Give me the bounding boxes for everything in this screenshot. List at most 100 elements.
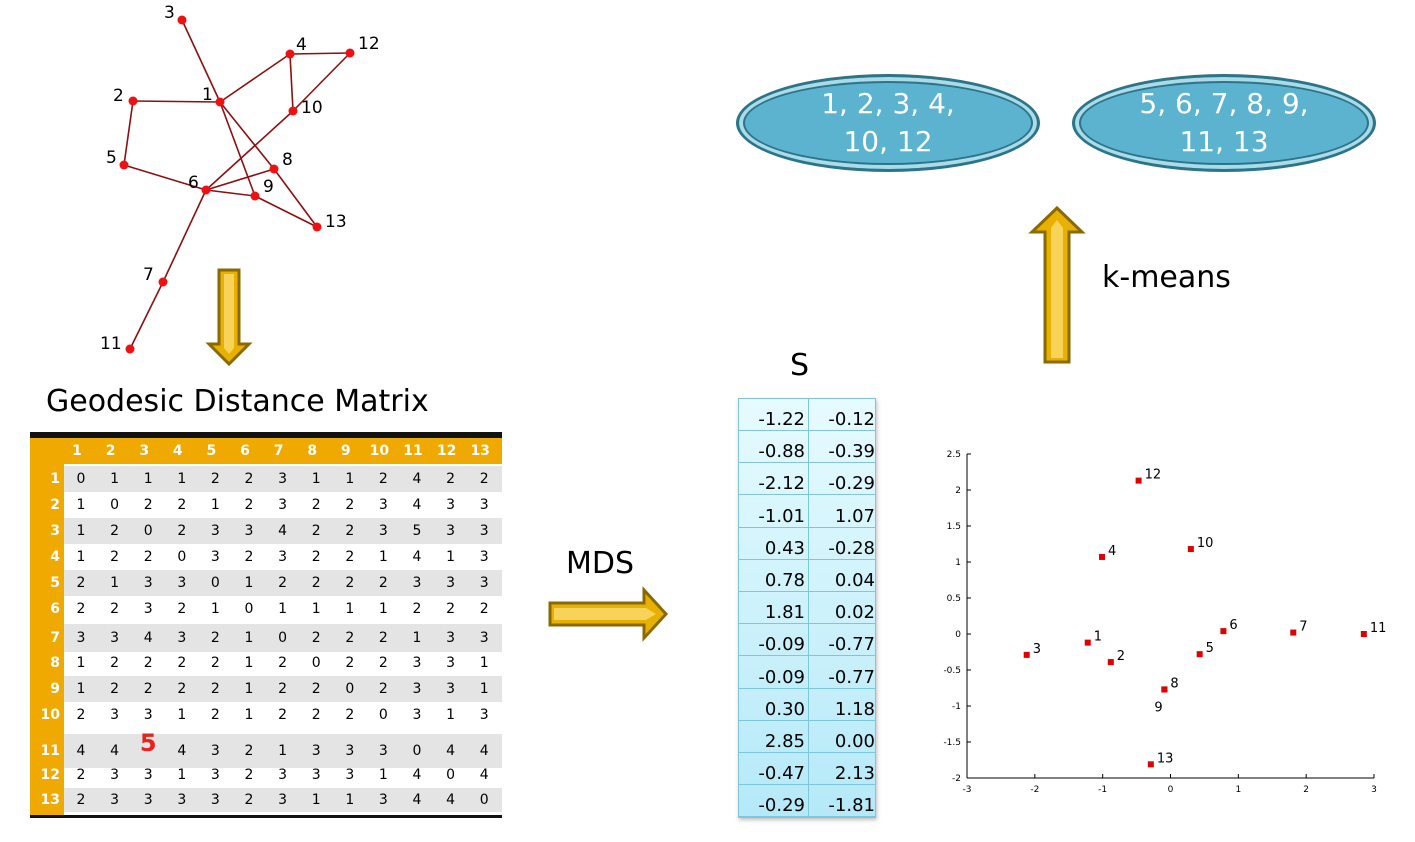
scatter-x-tick-label: -1 bbox=[1098, 785, 1107, 795]
kmeans-label: k-means bbox=[1102, 260, 1231, 295]
graph-node bbox=[312, 222, 322, 232]
scatter-y-tick-label: 0 bbox=[955, 630, 961, 640]
scatter-point bbox=[1220, 628, 1227, 635]
matrix-cell: 2 bbox=[210, 707, 220, 723]
scatter-point-label: 3 bbox=[1033, 642, 1041, 657]
s-matrix-row: 0.30 1.18 bbox=[739, 689, 875, 721]
scatter-y-tick-label: -1 bbox=[952, 702, 961, 712]
matrix-cell: 0 bbox=[143, 523, 153, 539]
scatter-point bbox=[1098, 553, 1105, 560]
graph-node-label: 10 bbox=[301, 98, 323, 118]
s-matrix-value: -1.01 bbox=[758, 505, 805, 527]
matrix-cell: 2 bbox=[345, 707, 355, 723]
matrix-cell: 4 bbox=[412, 792, 422, 808]
graph-edge bbox=[254, 195, 318, 228]
matrix-column-header: 8 bbox=[307, 443, 318, 459]
matrix-cell: 2 bbox=[76, 767, 86, 783]
matrix-cell: 3 bbox=[378, 792, 388, 808]
matrix-cell: 3 bbox=[479, 523, 489, 539]
s-matrix-value: 2.13 bbox=[834, 763, 875, 785]
matrix-row-header-column bbox=[30, 464, 64, 815]
matrix-cell: 3 bbox=[412, 655, 422, 671]
s-matrix-row: -0.29 -1.81 bbox=[739, 785, 875, 818]
matrix-cell: 2 bbox=[278, 681, 288, 697]
s-matrix-value: -0.28 bbox=[828, 537, 875, 559]
graph-node bbox=[215, 97, 225, 107]
matrix-header-row bbox=[30, 438, 502, 464]
s-matrix-value: -0.77 bbox=[828, 666, 875, 688]
matrix-cell: 3 bbox=[143, 601, 153, 617]
matrix-cell: 2 bbox=[345, 655, 355, 671]
s-matrix-row: 0.43 -0.28 bbox=[739, 528, 875, 560]
matrix-column-header: 10 bbox=[369, 443, 390, 459]
matrix-cell: 1 bbox=[177, 767, 187, 783]
s-matrix-row: -0.09 -0.77 bbox=[739, 657, 875, 689]
matrix-cell: 2 bbox=[278, 575, 288, 591]
matrix-cell: 1 bbox=[446, 549, 456, 565]
matrix-cell: 3 bbox=[278, 767, 288, 783]
s-matrix-row: 1.81 0.02 bbox=[739, 592, 875, 625]
s-matrix-value: -0.29 bbox=[758, 795, 805, 817]
matrix-row-header: 1 bbox=[50, 471, 60, 487]
graph-node-label: 3 bbox=[164, 3, 175, 23]
matrix-cell: 2 bbox=[210, 655, 220, 671]
matrix-cell: 3 bbox=[311, 767, 321, 783]
s-matrix-value: -1.81 bbox=[828, 795, 875, 817]
matrix-cell: 1 bbox=[110, 575, 120, 591]
matrix-cell: 3 bbox=[446, 655, 456, 671]
matrix-cell: 2 bbox=[378, 471, 388, 487]
matrix-column-header: 3 bbox=[139, 443, 150, 459]
scatter-y-tick-label: 2.5 bbox=[947, 450, 961, 460]
matrix-row-stripe bbox=[64, 518, 502, 544]
matrix-cell: 4 bbox=[110, 743, 120, 759]
matrix-cell: 3 bbox=[412, 707, 422, 723]
graph-edge bbox=[123, 100, 134, 166]
matrix-cell: 1 bbox=[311, 471, 321, 487]
cluster-1-line-1: 1, 2, 3, 4, bbox=[821, 87, 955, 120]
matrix-cell: 1 bbox=[345, 601, 355, 617]
s-matrix-value: 1.81 bbox=[764, 602, 805, 624]
s-matrix-value: -0.09 bbox=[758, 666, 805, 688]
matrix-row-header: 13 bbox=[40, 792, 60, 808]
matrix-cell: 1 bbox=[345, 471, 355, 487]
matrix-cell: 2 bbox=[177, 497, 187, 513]
matrix-cell: 3 bbox=[210, 549, 220, 565]
matrix-cell: 3 bbox=[210, 767, 220, 783]
matrix-cell: 4 bbox=[479, 743, 489, 759]
matrix-cell: 3 bbox=[479, 707, 489, 723]
matrix-cell: 2 bbox=[311, 523, 321, 539]
matrix-cell: 2 bbox=[143, 497, 153, 513]
cluster-2-line-1: 5, 6, 7, 8, 9, bbox=[1139, 87, 1309, 120]
matrix-cell: 3 bbox=[446, 681, 456, 697]
matrix-cell: 4 bbox=[412, 549, 422, 565]
matrix-cell: 3 bbox=[378, 497, 388, 513]
matrix-cell: 3 bbox=[110, 767, 120, 783]
scatter-point-label: 11 bbox=[1370, 621, 1387, 636]
matrix-cell: 3 bbox=[210, 743, 220, 759]
graph-node-label: 8 bbox=[282, 150, 293, 170]
matrix-cell: 2 bbox=[412, 601, 422, 617]
s-matrix-value: 0.78 bbox=[764, 570, 805, 591]
matrix-row-header: 12 bbox=[40, 767, 60, 783]
scatter-x-tick-label: 0 bbox=[1168, 785, 1174, 795]
graph-edge bbox=[289, 53, 294, 112]
cluster-1-line-2: 10, 12 bbox=[843, 125, 933, 158]
matrix-cell: 2 bbox=[177, 655, 187, 671]
matrix-cell: 2 bbox=[378, 655, 388, 671]
s-matrix-row: -1.01 1.07 bbox=[739, 496, 875, 528]
graph-edge bbox=[123, 164, 207, 191]
cluster-ellipse-2: 5, 6, 7, 8, 9, 11, 13 bbox=[1072, 74, 1376, 172]
s-matrix-value: -0.09 bbox=[758, 634, 805, 656]
matrix-cell: 1 bbox=[210, 601, 220, 617]
scatter-point-label: 8 bbox=[1170, 676, 1178, 691]
scatter-point-label: 4 bbox=[1108, 544, 1116, 559]
scatter-point bbox=[1161, 686, 1168, 693]
matrix-cell: 3 bbox=[110, 792, 120, 808]
matrix-cell: 3 bbox=[278, 549, 288, 565]
matrix-cell: 0 bbox=[311, 655, 321, 671]
matrix-column-header: 6 bbox=[240, 443, 250, 459]
matrix-row-header: 6 bbox=[50, 601, 60, 617]
matrix-cell: 1 bbox=[311, 601, 321, 617]
matrix-cell: 2 bbox=[278, 707, 288, 723]
scatter-y-tick-label: -1.5 bbox=[943, 738, 961, 748]
